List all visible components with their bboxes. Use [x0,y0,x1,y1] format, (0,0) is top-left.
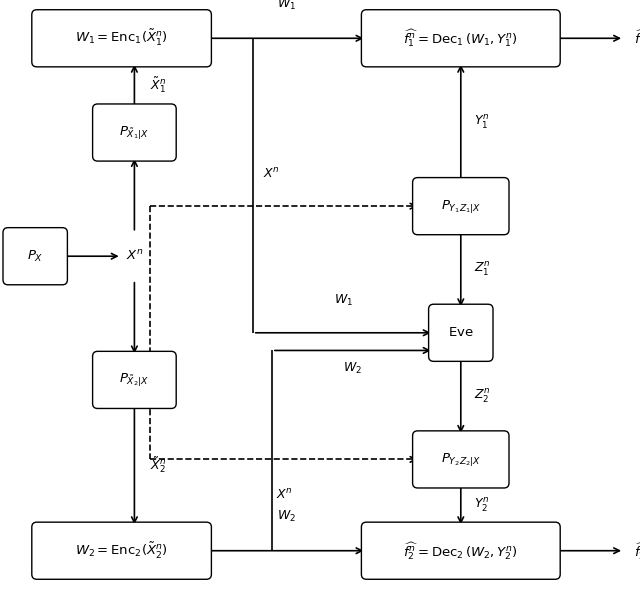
Text: $Y_2^n$: $Y_2^n$ [474,497,489,514]
FancyBboxPatch shape [413,178,509,234]
Text: $X^n$: $X^n$ [276,488,292,502]
FancyBboxPatch shape [413,431,509,488]
Text: $W_1$: $W_1$ [277,0,296,12]
Text: $W_2$: $W_2$ [277,509,296,524]
FancyBboxPatch shape [362,10,560,67]
Text: $X^n$: $X^n$ [263,167,280,181]
Text: $X^n$: $X^n$ [125,249,143,263]
Text: $W_2 = \mathsf{Enc}_2(\tilde{X}_2^n)$: $W_2 = \mathsf{Enc}_2(\tilde{X}_2^n)$ [76,541,168,561]
Text: $P_{\tilde{X}_1|X}$: $P_{\tilde{X}_1|X}$ [119,124,150,141]
Text: $Z_1^n$: $Z_1^n$ [474,261,490,278]
FancyBboxPatch shape [362,522,560,579]
Text: $\widehat{f_2^n}$: $\widehat{f_2^n}$ [634,540,640,561]
Text: $Z_2^n$: $Z_2^n$ [474,388,490,405]
Text: $\widehat{f_1^n} = \mathsf{Dec}_1\,(W_1, Y_1^n)$: $\widehat{f_1^n} = \mathsf{Dec}_1\,(W_1,… [403,28,518,49]
FancyBboxPatch shape [32,522,211,579]
Text: $\tilde{X}_1^n$: $\tilde{X}_1^n$ [150,75,166,95]
Text: $W_2$: $W_2$ [343,360,362,376]
FancyBboxPatch shape [93,352,176,408]
Text: $\widehat{f_2^n} = \mathsf{Dec}_2\,(W_2, Y_2^n)$: $\widehat{f_2^n} = \mathsf{Dec}_2\,(W_2,… [403,540,518,561]
Text: $\widehat{f_1^n}$: $\widehat{f_1^n}$ [634,28,640,49]
Text: $P_X$: $P_X$ [27,249,44,264]
Text: $P_{\tilde{X}_2|X}$: $P_{\tilde{X}_2|X}$ [119,372,150,388]
FancyBboxPatch shape [3,228,67,284]
Text: $Y_1^n$: $Y_1^n$ [474,114,489,131]
FancyBboxPatch shape [93,104,176,161]
Text: $P_{Y_1Z_1|X}$: $P_{Y_1Z_1|X}$ [440,198,481,214]
FancyBboxPatch shape [32,10,211,67]
Text: $W_1$: $W_1$ [333,293,353,308]
Text: $P_{Y_2Z_2|X}$: $P_{Y_2Z_2|X}$ [440,451,481,468]
Text: $W_1 = \mathsf{Enc}_1(\tilde{X}_1^n)$: $W_1 = \mathsf{Enc}_1(\tilde{X}_1^n)$ [76,28,168,48]
Text: $\tilde{X}_2^n$: $\tilde{X}_2^n$ [150,455,166,475]
FancyBboxPatch shape [429,305,493,361]
Text: $\mathsf{Eve}$: $\mathsf{Eve}$ [448,326,474,339]
